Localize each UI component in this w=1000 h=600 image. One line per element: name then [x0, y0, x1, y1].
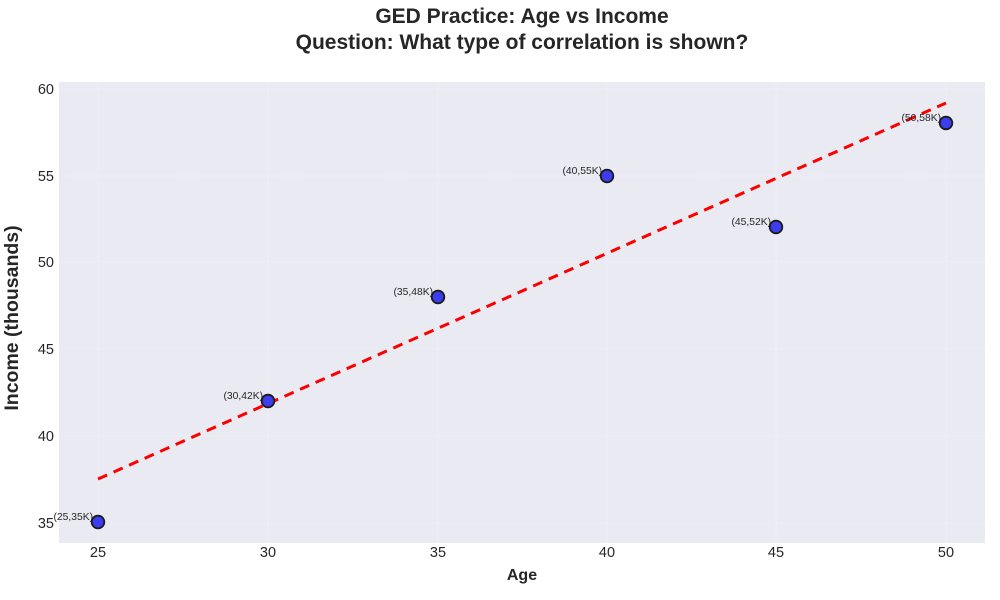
svg-text:(25,35K): (25,35K) [54, 512, 94, 523]
svg-text:25: 25 [90, 545, 106, 561]
svg-text:GED Practice: Age vs Income: GED Practice: Age vs Income [375, 5, 668, 28]
svg-text:(50,58K): (50,58K) [902, 113, 942, 124]
svg-text:Question: What type of correla: Question: What type of correlation is sh… [296, 31, 749, 54]
svg-text:35: 35 [38, 516, 54, 532]
svg-text:Income (thousands): Income (thousands) [1, 225, 23, 410]
svg-text:40: 40 [38, 429, 54, 445]
svg-text:55: 55 [38, 169, 54, 185]
svg-text:50: 50 [938, 545, 954, 561]
svg-text:50: 50 [38, 255, 54, 271]
svg-text:(40,55K): (40,55K) [563, 166, 603, 177]
svg-text:45: 45 [38, 342, 54, 358]
svg-text:Age: Age [507, 567, 537, 584]
svg-text:60: 60 [38, 82, 54, 98]
svg-text:35: 35 [430, 545, 446, 561]
svg-text:40: 40 [599, 545, 615, 561]
svg-text:(30,42K): (30,42K) [224, 391, 264, 402]
svg-text:45: 45 [768, 545, 784, 561]
svg-text:(45,52K): (45,52K) [732, 217, 772, 228]
svg-text:(35,48K): (35,48K) [394, 287, 434, 298]
svg-text:30: 30 [260, 545, 276, 561]
